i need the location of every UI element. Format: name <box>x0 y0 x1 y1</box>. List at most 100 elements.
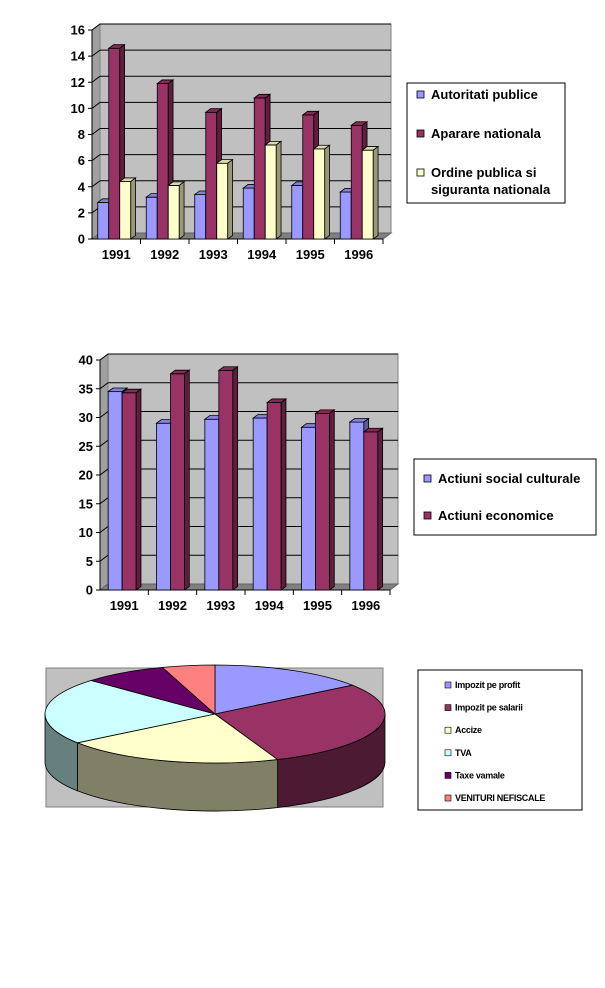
legend-box <box>417 669 583 811</box>
legend-swatch <box>444 772 452 779</box>
bar-front <box>253 97 266 240</box>
bar <box>118 177 137 240</box>
y-tick-label: 2 <box>78 205 85 220</box>
legend-swatch <box>444 726 452 734</box>
legend-label: Taxe vamale <box>455 770 505 780</box>
legend-swatch <box>444 681 452 689</box>
x-tick-label: 1991 <box>102 247 131 262</box>
legend-entry: Aparare nationala <box>416 126 542 141</box>
bar-front <box>156 83 169 240</box>
bar-front <box>204 418 220 591</box>
y-tick-label: 10 <box>79 525 93 540</box>
bar-front <box>349 421 365 591</box>
bar-front <box>218 369 234 591</box>
legend-swatch <box>416 90 425 99</box>
legend-entry: Actiuni economice <box>423 508 554 523</box>
x-tick-label: 1996 <box>344 247 373 262</box>
bar <box>169 369 191 591</box>
bar-side <box>232 365 239 591</box>
y-tick-label: 20 <box>79 468 93 483</box>
pie-chart: Impozit pe profit Impozit pe salarii Acciz… <box>44 664 583 812</box>
legend-entry: Taxe vamale <box>444 770 505 780</box>
legend-label: TVA <box>455 748 472 758</box>
gridline-side <box>99 554 109 562</box>
y-tick-label: 0 <box>86 583 93 598</box>
legend-entry: TVA <box>444 748 473 758</box>
legend: Autoritati publice Aparare nationala Ordin… <box>406 82 566 204</box>
legend-label: Accize <box>455 725 482 735</box>
bar-chart-1: 0 2 4 6 8 10 12 14 16 1991 1992 1993 1994 1995 1996 Aut… <box>71 23 566 262</box>
legend-swatch <box>423 511 432 520</box>
gridline-side <box>91 23 101 31</box>
bar-side <box>280 398 287 591</box>
legend-entry: Autoritati publice <box>416 87 538 102</box>
bar-front <box>194 194 207 240</box>
bar-front <box>264 144 277 240</box>
bar-front <box>170 373 185 591</box>
pie-slice <box>214 664 354 715</box>
y-tick-label: 10 <box>71 101 85 116</box>
bar-side <box>227 158 233 240</box>
y-tick-label: 8 <box>78 127 85 142</box>
legend-entry: Actiuni social culturale <box>423 471 580 486</box>
gridline-side <box>91 101 101 109</box>
y-tick-label: 0 <box>78 232 85 247</box>
legend-entry: Impozit pe profit <box>444 680 520 690</box>
bar <box>265 398 288 591</box>
legend-label: siguranta nationala <box>431 182 551 197</box>
bar <box>167 181 186 240</box>
bar <box>312 144 331 240</box>
x-tick-label: 1995 <box>296 247 325 262</box>
x-tick-label: 1994 <box>255 598 285 613</box>
y-tick-label: 4 <box>78 179 86 194</box>
bar-front <box>313 148 326 240</box>
x-tick-label: 1995 <box>303 598 332 613</box>
bar-front <box>315 413 330 591</box>
bar-front <box>156 422 171 591</box>
x-tick-label: 1996 <box>351 598 380 613</box>
bar-side <box>178 181 185 240</box>
bar-front <box>266 402 282 591</box>
gridline-side <box>99 411 109 418</box>
legend-box <box>406 82 566 204</box>
bar-chart-2: 0 5 10 15 20 25 30 35 40 1991 1992 1993 1994 1995 1996… <box>79 353 597 613</box>
bar-side <box>329 409 335 591</box>
bar-front <box>350 124 363 240</box>
legend-label: Actiuni social culturale <box>438 471 580 486</box>
bar-front <box>121 392 137 591</box>
gridline-side <box>99 439 109 447</box>
bar-front <box>167 185 180 240</box>
legend-label: Actiuni economice <box>438 508 554 523</box>
bar-side <box>130 177 136 240</box>
gridline-side <box>99 526 109 533</box>
legend-entry: Ordine publica si siguranta nationala <box>416 165 551 197</box>
legend-entry: Accize <box>444 725 482 735</box>
bar <box>264 140 283 240</box>
bar-side <box>324 144 330 240</box>
bar <box>314 409 336 591</box>
y-tick-label: 35 <box>79 381 93 396</box>
y-tick-label: 15 <box>79 496 93 511</box>
bar-side <box>377 427 384 591</box>
x-tick-label: 1992 <box>150 247 179 262</box>
bar-front <box>339 191 352 240</box>
legend-swatch <box>444 704 452 711</box>
gridline-side <box>91 154 101 162</box>
legend-label: Ordine publica si <box>431 165 536 180</box>
gridline-side <box>91 180 101 188</box>
y-tick-label: 6 <box>78 153 85 168</box>
bar-front <box>242 187 255 240</box>
y-tick-label: 40 <box>79 353 93 368</box>
legend-label: Aparare nationala <box>431 126 542 141</box>
legend-swatch <box>416 168 425 177</box>
legend-label: Impozit pe salarii <box>455 703 523 713</box>
bar-side <box>184 369 190 591</box>
legend-box <box>413 458 597 536</box>
legend-swatch <box>444 749 452 757</box>
bar-front <box>119 181 132 240</box>
bar-front <box>302 114 315 240</box>
bar-front <box>291 185 304 240</box>
gridline-side <box>91 49 101 57</box>
pie-slice <box>214 684 386 760</box>
